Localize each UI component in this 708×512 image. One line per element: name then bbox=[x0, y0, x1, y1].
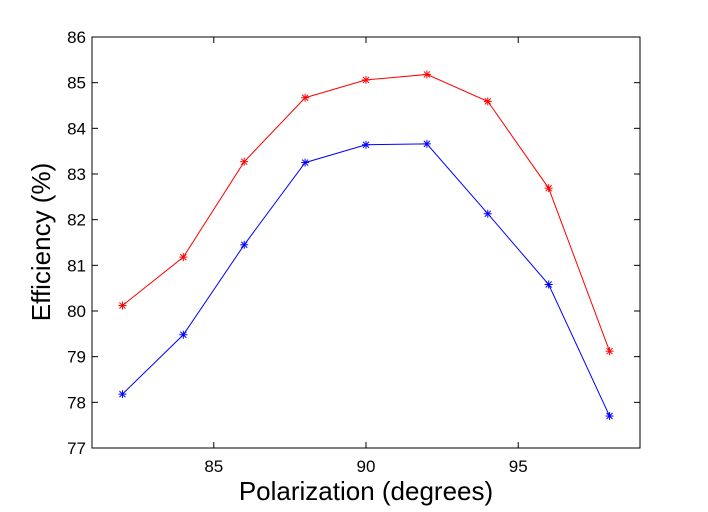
y-tick-label: 81 bbox=[67, 256, 86, 275]
x-axis: 85 90 95 bbox=[204, 37, 528, 476]
y-tick-label: 80 bbox=[67, 302, 86, 321]
data-point bbox=[544, 184, 553, 193]
y-tick-label: 84 bbox=[67, 119, 86, 138]
plot-area bbox=[91, 36, 641, 449]
data-point bbox=[544, 280, 553, 289]
data-point bbox=[240, 157, 249, 166]
data-point bbox=[179, 253, 188, 262]
data-point bbox=[362, 75, 370, 84]
y-tick-label: 79 bbox=[67, 348, 86, 367]
y-tick-label: 85 bbox=[67, 74, 86, 93]
data-point bbox=[240, 240, 249, 249]
data-point bbox=[422, 139, 431, 148]
data-point bbox=[422, 70, 431, 79]
y-axis: 77 78 79 80 81 82 83 84 85 86 bbox=[67, 28, 640, 458]
data-point bbox=[605, 347, 614, 356]
y-axis-label: Efficiency (%) bbox=[26, 163, 56, 321]
data-point bbox=[118, 390, 127, 399]
data-point bbox=[179, 330, 188, 339]
x-tick-label: 90 bbox=[357, 457, 376, 476]
y-tick-label: 86 bbox=[67, 28, 86, 47]
data-point bbox=[605, 412, 614, 421]
data-point bbox=[483, 209, 492, 218]
data-point bbox=[118, 301, 127, 310]
series-red bbox=[118, 70, 614, 356]
series-layer bbox=[118, 70, 614, 421]
x-axis-label: Polarization (degrees) bbox=[239, 476, 493, 506]
data-point bbox=[301, 158, 310, 167]
x-tick-label: 85 bbox=[204, 457, 223, 476]
y-tick-label: 77 bbox=[67, 439, 86, 458]
y-tick-label: 82 bbox=[67, 211, 86, 230]
data-point bbox=[483, 97, 492, 106]
y-tick-label: 78 bbox=[67, 393, 86, 412]
series-blue bbox=[118, 139, 614, 421]
x-tick-label: 95 bbox=[509, 457, 528, 476]
data-point bbox=[301, 93, 310, 102]
y-tick-label: 83 bbox=[67, 165, 86, 184]
data-point bbox=[362, 140, 370, 149]
